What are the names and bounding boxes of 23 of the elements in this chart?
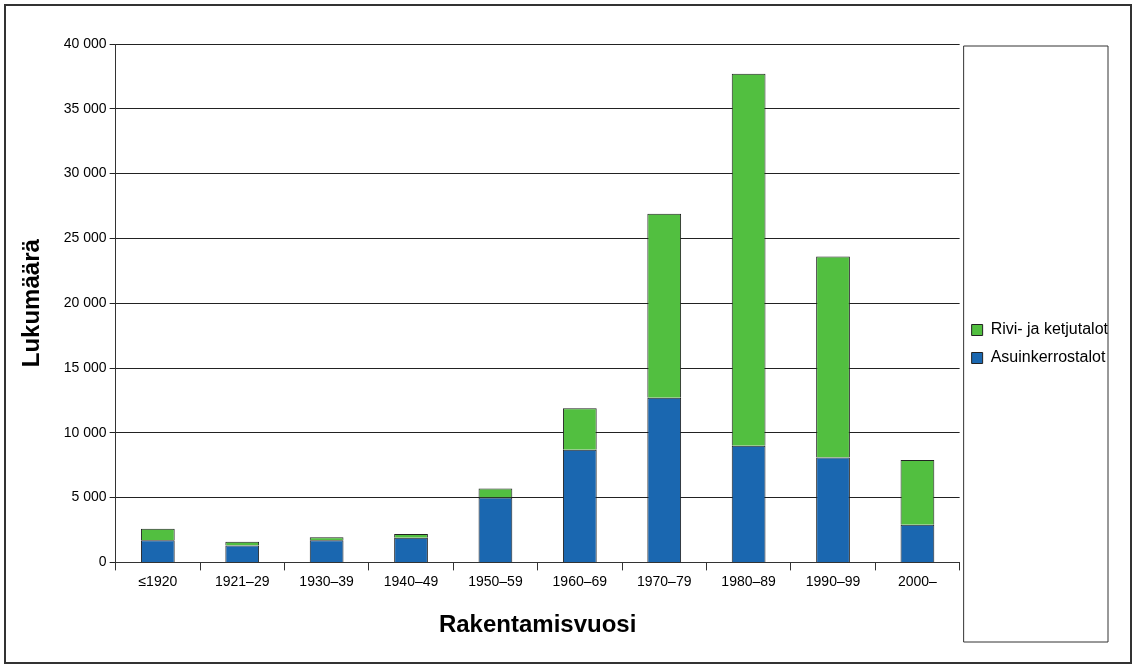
y-tick-label: 40 000: [63, 34, 107, 51]
y-tick-label: 0: [98, 553, 107, 570]
x-tick-label: 1921–29: [214, 572, 270, 589]
x-tick-label: 2000–: [897, 572, 938, 589]
y-tick-label: 15 000: [63, 358, 107, 375]
x-tick-label: 1950–59: [468, 572, 523, 589]
y-tick-label: 35 000: [63, 99, 107, 116]
x-tick-label: 1990–99: [805, 572, 861, 589]
x-tick-label: 1980–89: [721, 572, 777, 589]
y-tick-label: 5 000: [71, 488, 107, 505]
x-tick-label: 1960–69: [552, 572, 608, 589]
x-tick-label: 1930–39: [299, 572, 355, 589]
y-tick-label: 25 000: [63, 229, 107, 246]
x-axis-title: Rakentamisvuosi: [438, 610, 637, 638]
x-tick-label: 1970–79: [636, 572, 692, 589]
y-tick-label: 30 000: [63, 164, 107, 181]
x-tick-label: 1940–49: [383, 572, 439, 589]
y-axis-title: Lukumäärä: [17, 238, 45, 368]
y-tick-label: 20 000: [63, 294, 107, 311]
y-tick-label: 10 000: [63, 423, 107, 440]
legend-label: Asuinkerrostalot: [990, 348, 1106, 366]
legend-label: Rivi- ja ketjutalot: [990, 320, 1109, 338]
x-tick-label: ≤1920: [138, 572, 178, 589]
